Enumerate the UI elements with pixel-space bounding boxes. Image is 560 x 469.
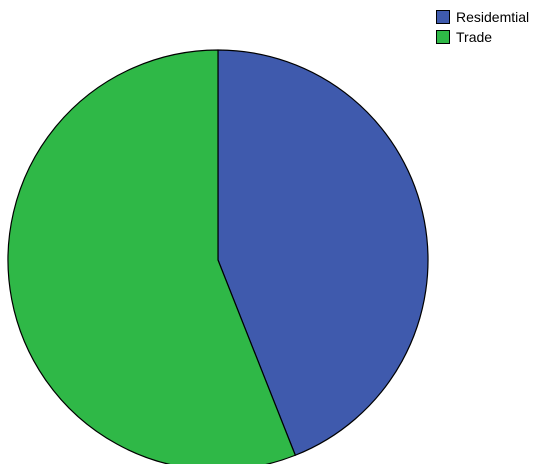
legend-label-residemtial: Residemtial — [456, 9, 530, 25]
legend-label-trade: Trade — [456, 29, 493, 45]
legend-item-residemtial: Residemtial — [436, 7, 529, 27]
legend-swatch-trade — [436, 30, 450, 44]
chart-legend: Residemtial Trade — [436, 7, 529, 47]
pie-slice-residemtial — [217, 49, 429, 456]
legend-item-trade: Trade — [436, 27, 529, 47]
legend-swatch-residemtial — [436, 10, 450, 24]
